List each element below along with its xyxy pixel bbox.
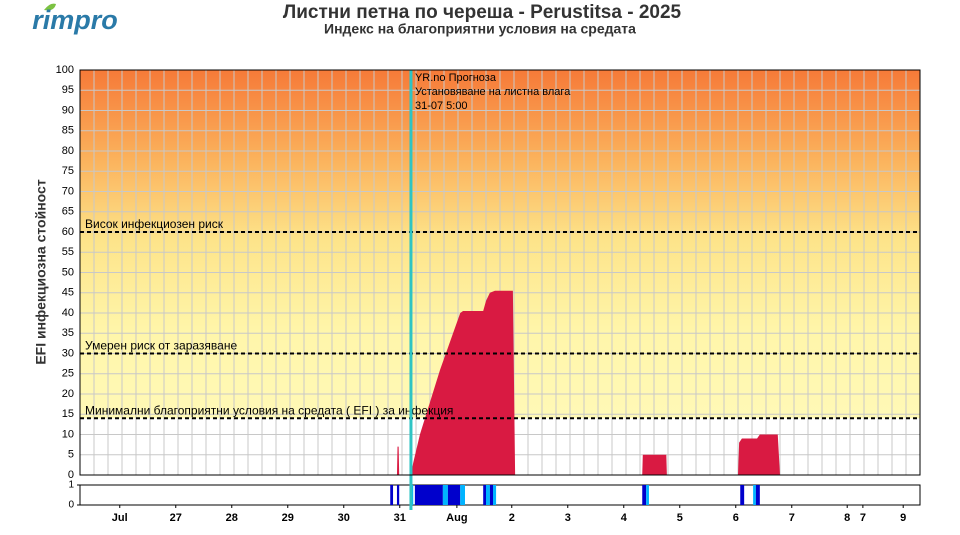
strip-background	[79, 484, 921, 506]
x-tick-label: 8	[844, 512, 850, 524]
wetness-bar	[755, 485, 760, 505]
x-tick-label: 29	[282, 512, 294, 524]
wetness-bar	[489, 485, 493, 505]
y-tick-label: 25	[62, 368, 74, 380]
threshold-label: Висок инфекциозен риск	[85, 217, 224, 231]
wetness-bar	[493, 485, 497, 505]
x-tick-label: 27	[170, 512, 182, 524]
y-tick-label: 70	[62, 185, 74, 197]
y-tick-label: 95	[62, 84, 74, 96]
x-tick-label: 7	[789, 512, 795, 524]
threshold-label: Минимални благоприятни условия на средат…	[85, 403, 453, 417]
x-tick-label: Aug	[446, 512, 467, 524]
wetness-bar	[646, 485, 649, 505]
y-tick-label: 85	[62, 125, 74, 137]
x-tick-label: 30	[338, 512, 350, 524]
y-tick-label: 10	[62, 428, 74, 440]
x-tick-label: 5	[677, 512, 683, 524]
x-tick-label: 3	[565, 512, 571, 524]
y-tick-label: 60	[62, 226, 74, 238]
y-tick-label: 5	[68, 449, 74, 461]
y-tick-label: 90	[62, 104, 74, 116]
wetness-bar	[753, 485, 756, 505]
y-tick-label: 45	[62, 287, 74, 299]
y-tick-label: 30	[62, 347, 74, 359]
wetness-bar	[414, 485, 443, 505]
x-tick-label: 6	[733, 512, 739, 524]
wetness-bar	[390, 485, 394, 505]
chart-subtitle: Индекс на благоприятни условия на средат…	[324, 21, 636, 37]
wetness-bar	[740, 485, 745, 505]
efi-area	[396, 290, 780, 475]
y-tick-label: 65	[62, 206, 74, 218]
y-tick-label: 100	[56, 64, 74, 76]
wetness-bar	[486, 485, 490, 505]
y-tick-label: 80	[62, 145, 74, 157]
x-tick-label: 7	[860, 512, 866, 524]
strip-tick-label: 0	[68, 500, 74, 511]
wetness-bar	[642, 485, 647, 505]
y-tick-label: 40	[62, 307, 74, 319]
x-tick-label: 28	[226, 512, 238, 524]
chart-title: Листни петна по череша - Perustitsa - 20…	[283, 2, 682, 23]
x-tick-label: 31	[394, 512, 406, 524]
x-tick-label: 4	[621, 512, 628, 524]
y-tick-label: 20	[62, 388, 74, 400]
wetness-bar	[483, 485, 486, 505]
logo-leaf	[44, 3, 56, 11]
y-tick-label: 0	[68, 469, 74, 481]
forecast-label: YR.no Прогноза	[415, 72, 497, 84]
x-tick-label: 9	[900, 512, 906, 524]
wetness-bar	[447, 485, 461, 505]
logo: rimpro	[32, 5, 118, 35]
plot-frame	[79, 69, 921, 476]
wetness-bar	[396, 485, 400, 505]
threshold-label: Умерен риск от заразяване	[85, 339, 237, 353]
x-tick-label: 2	[509, 512, 515, 524]
y-tick-label: 50	[62, 266, 74, 278]
y-tick-label: 15	[62, 408, 74, 420]
forecast-label: 31-07 5:00	[415, 100, 468, 112]
wetness-bar	[442, 485, 448, 505]
x-tick-label: Jul	[112, 512, 128, 524]
y-axis-label: EFI инфекциозна стойност	[33, 179, 49, 364]
y-tick-label: 75	[62, 165, 74, 177]
y-tick-label: 55	[62, 246, 74, 258]
y-tick-label: 35	[62, 327, 74, 339]
wetness-bar	[460, 485, 465, 505]
strip-tick-label: 1	[68, 480, 74, 491]
forecast-label: Установяване на листна влага	[415, 86, 571, 98]
